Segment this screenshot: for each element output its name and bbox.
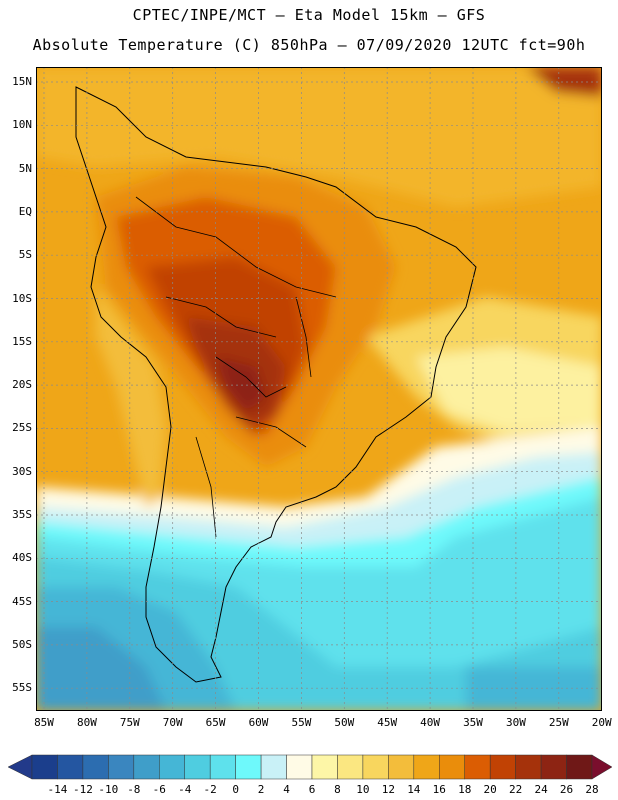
- temperature-map[interactable]: [36, 67, 602, 711]
- lat-lon-gridlines: [36, 67, 602, 711]
- colorbar-swatch: [337, 754, 364, 780]
- lat-label: 10N: [12, 118, 32, 132]
- lat-label: 40S: [12, 551, 32, 565]
- colorbar-swatch: [133, 754, 160, 780]
- colorbar-label: 18: [458, 783, 472, 796]
- map-frame: [36, 67, 602, 711]
- colorbar-label: -12: [72, 783, 93, 796]
- lat-label: 10S: [12, 291, 32, 305]
- lat-label: 15S: [12, 334, 32, 348]
- lon-label: 80W: [76, 716, 97, 729]
- south-america-coastline: [75, 86, 477, 683]
- lat-label: 5N: [18, 161, 32, 175]
- colorbar-label: -10: [98, 783, 119, 796]
- lon-label: 45W: [377, 716, 398, 729]
- colorbar-label: 14: [407, 783, 421, 796]
- colorbar-label: -4: [178, 783, 192, 796]
- lon-label: 60W: [248, 716, 269, 729]
- colorbar-swatch: [540, 754, 567, 780]
- colorbar-swatch: [57, 754, 84, 780]
- colorbar-label: 12: [381, 783, 395, 796]
- colorbar-label: 24: [534, 783, 548, 796]
- colorbar-swatch: [515, 754, 542, 780]
- lon-label: 70W: [162, 716, 183, 729]
- colorbar-swatch: [159, 754, 185, 780]
- colorbar-label: 20: [483, 783, 497, 796]
- colorbar-label: 16: [432, 783, 446, 796]
- colorbar-label: -2: [203, 783, 217, 796]
- colorbar-label: -8: [127, 783, 141, 796]
- colorbar-over-triangle: [591, 754, 613, 780]
- colorbar-swatch: [413, 754, 440, 780]
- colorbar-swatch: [31, 754, 58, 780]
- lon-label: 40W: [420, 716, 441, 729]
- colorbar-label: 0: [232, 783, 239, 796]
- lat-label: 30S: [12, 464, 32, 478]
- colorbar-under-triangle: [7, 754, 33, 780]
- lat-label: 50S: [12, 637, 32, 651]
- lat-label: 20S: [12, 378, 32, 392]
- colorbar-swatch: [286, 754, 313, 780]
- lat-label: 35S: [12, 508, 32, 521]
- lon-label: 75W: [119, 716, 140, 729]
- colorbar-swatch: [184, 754, 211, 780]
- colorbar-swatch: [209, 754, 236, 780]
- colorbar-swatch: [388, 754, 415, 780]
- lat-label: 25S: [12, 421, 32, 435]
- colorbar-swatch: [82, 754, 109, 780]
- lat-label: EQ: [18, 204, 32, 218]
- colorbar-label: 28: [585, 783, 599, 796]
- colorbar-label: 4: [283, 783, 290, 796]
- lon-label: 25W: [548, 716, 569, 729]
- lon-label: 20W: [591, 716, 612, 729]
- colorbar-swatch: [108, 754, 135, 780]
- colorbar-swatch: [311, 754, 338, 780]
- colorbar-swatch: [489, 754, 516, 780]
- colorbar-swatch: [439, 754, 465, 780]
- country-borders: [135, 196, 337, 538]
- chart-title-line1: CPTEC/INPE/MCT – Eta Model 15km – GFS: [132, 6, 486, 24]
- lon-label: 35W: [463, 716, 483, 729]
- colorbar-label: 8: [334, 783, 341, 796]
- colorbar-label: 6: [308, 783, 316, 796]
- colorbar-swatch: [566, 754, 593, 780]
- lon-label: 85W: [34, 716, 54, 729]
- colorbar-swatch: [260, 754, 287, 780]
- colorbar-label: 22: [509, 783, 523, 796]
- lat-label: 55S: [12, 681, 32, 695]
- colorbar-label: 10: [356, 783, 370, 796]
- lon-label: 50W: [334, 716, 355, 729]
- lon-label: 65W: [205, 716, 226, 729]
- lon-label: 55W: [291, 716, 312, 729]
- colorbar-label: -14: [47, 783, 68, 796]
- colorbar-swatch: [362, 754, 389, 780]
- colorbar: [7, 754, 613, 780]
- temperature-field: [36, 67, 602, 711]
- colorbar-swatch: [464, 754, 491, 780]
- lon-label: 30W: [505, 716, 526, 729]
- lat-label: 45S: [12, 594, 32, 608]
- lat-label: 5S: [18, 248, 32, 262]
- colorbar-label: 2: [257, 783, 265, 796]
- chart-title-line2: Absolute Temperature (C) 850hPa – 07/09/…: [32, 36, 586, 54]
- colorbar-swatch: [235, 754, 262, 780]
- colorbar-label: 26: [559, 783, 574, 796]
- colorbar-label: -6: [152, 783, 166, 796]
- lat-label: 15N: [12, 75, 32, 88]
